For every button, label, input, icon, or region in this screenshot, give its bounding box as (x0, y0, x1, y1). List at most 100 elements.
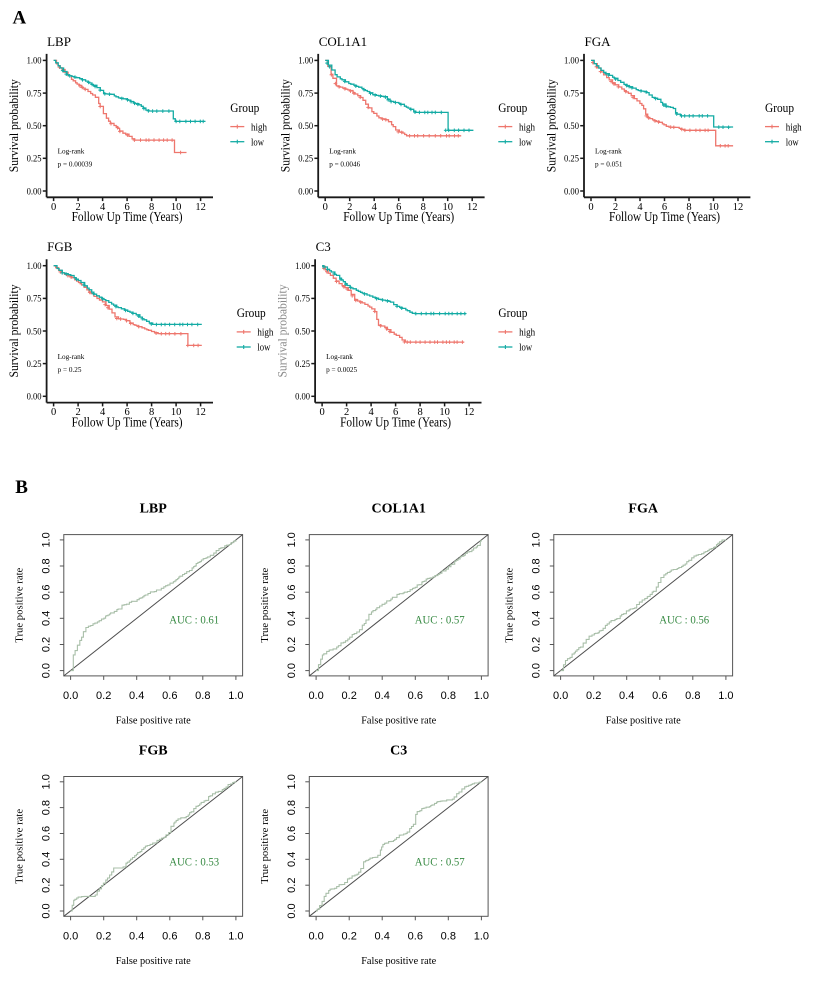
svg-text:0.2: 0.2 (96, 690, 111, 702)
svg-text:0.25: 0.25 (295, 360, 310, 370)
svg-text:1.0: 1.0 (286, 774, 298, 789)
svg-text:8: 8 (417, 407, 422, 418)
svg-text:FGA: FGA (585, 34, 612, 49)
svg-text:1.00: 1.00 (295, 262, 310, 272)
svg-text:0.8: 0.8 (685, 690, 700, 702)
svg-text:12: 12 (195, 407, 206, 418)
svg-text:0.8: 0.8 (195, 930, 210, 942)
svg-text:0.4: 0.4 (129, 930, 144, 942)
svg-text:0.4: 0.4 (286, 611, 298, 626)
svg-text:Survival probability: Survival probability (7, 284, 21, 378)
svg-text:FGB: FGB (139, 744, 168, 759)
svg-text:Survival probability: Survival probability (7, 79, 21, 173)
svg-text:Follow Up Time (Years): Follow Up Time (Years) (609, 209, 720, 224)
svg-text:10: 10 (439, 407, 450, 418)
svg-text:0.6: 0.6 (162, 930, 177, 942)
svg-text:6: 6 (396, 202, 401, 213)
svg-text:False positive rate: False positive rate (606, 715, 681, 727)
svg-text:0.25: 0.25 (27, 155, 42, 165)
svg-text:1.0: 1.0 (41, 774, 53, 789)
svg-text:8: 8 (421, 202, 426, 213)
svg-text:0: 0 (51, 202, 56, 213)
svg-text:0.6: 0.6 (286, 826, 298, 841)
svg-text:AUC : 0.53: AUC : 0.53 (169, 854, 219, 868)
svg-text:False positive rate: False positive rate (116, 955, 191, 967)
svg-text:FGA: FGA (628, 502, 658, 517)
svg-text:0.8: 0.8 (441, 930, 456, 942)
svg-text:B: B (15, 477, 28, 498)
svg-text:0.25: 0.25 (27, 360, 42, 370)
svg-text:Survival probability: Survival probability (545, 79, 559, 173)
svg-text:p = 0.25: p = 0.25 (58, 366, 82, 374)
svg-text:LBP: LBP (47, 34, 71, 49)
svg-text:Log-rank: Log-rank (58, 148, 85, 156)
svg-text:0.0: 0.0 (63, 930, 78, 942)
svg-text:0.2: 0.2 (41, 637, 53, 652)
svg-text:0.0: 0.0 (41, 903, 53, 918)
svg-text:12: 12 (467, 202, 478, 213)
svg-text:0.0: 0.0 (531, 663, 543, 678)
svg-text:1.00: 1.00 (27, 57, 42, 67)
svg-text:Follow Up Time (Years): Follow Up Time (Years) (72, 414, 183, 429)
svg-text:True positive rate: True positive rate (259, 809, 271, 884)
svg-text:0.50: 0.50 (27, 122, 42, 132)
svg-text:0.6: 0.6 (41, 585, 53, 600)
svg-text:0.50: 0.50 (298, 122, 313, 132)
svg-text:8: 8 (686, 202, 691, 213)
svg-text:0.00: 0.00 (27, 187, 42, 197)
svg-text:0.4: 0.4 (531, 611, 543, 626)
svg-text:0.2: 0.2 (586, 690, 601, 702)
svg-text:False positive rate: False positive rate (361, 955, 436, 967)
svg-text:AUC : 0.56: AUC : 0.56 (659, 612, 709, 626)
svg-text:Survival probability: Survival probability (276, 284, 290, 378)
svg-text:1.0: 1.0 (286, 532, 298, 547)
svg-text:0.2: 0.2 (96, 930, 111, 942)
svg-text:0.4: 0.4 (41, 611, 53, 626)
svg-text:0.25: 0.25 (564, 155, 579, 165)
svg-text:0: 0 (588, 202, 593, 213)
svg-text:0.25: 0.25 (298, 155, 313, 165)
svg-text:0.4: 0.4 (129, 690, 144, 702)
svg-text:AUC : 0.57: AUC : 0.57 (415, 854, 465, 868)
svg-text:1.0: 1.0 (41, 532, 53, 547)
svg-text:4: 4 (100, 202, 106, 213)
svg-text:4: 4 (368, 407, 374, 418)
svg-text:2: 2 (75, 202, 80, 213)
svg-text:10: 10 (171, 407, 182, 418)
svg-text:0.0: 0.0 (41, 663, 53, 678)
svg-text:0.00: 0.00 (27, 393, 42, 403)
svg-text:0.75: 0.75 (564, 89, 579, 99)
svg-text:6: 6 (124, 202, 129, 213)
svg-text:0.6: 0.6 (286, 585, 298, 600)
svg-text:6: 6 (393, 407, 398, 418)
svg-text:0.0: 0.0 (553, 690, 568, 702)
svg-text:2: 2 (347, 202, 352, 213)
svg-text:0.0: 0.0 (308, 690, 323, 702)
svg-text:AUC : 0.61: AUC : 0.61 (169, 612, 219, 626)
svg-text:C3: C3 (390, 744, 407, 759)
svg-text:0.4: 0.4 (41, 852, 53, 867)
svg-text:Group: Group (230, 100, 259, 115)
svg-text:2: 2 (613, 202, 618, 213)
svg-text:Group: Group (765, 100, 794, 115)
svg-text:True positive rate: True positive rate (13, 809, 25, 884)
svg-text:0.8: 0.8 (286, 558, 298, 573)
svg-text:COL1A1: COL1A1 (371, 502, 425, 517)
svg-text:0.00: 0.00 (298, 187, 313, 197)
svg-text:0.75: 0.75 (27, 295, 42, 305)
svg-text:0.2: 0.2 (531, 637, 543, 652)
svg-text:Log-rank: Log-rank (329, 148, 356, 156)
svg-text:LBP: LBP (140, 502, 168, 517)
svg-text:0.00: 0.00 (295, 393, 310, 403)
svg-text:0.2: 0.2 (286, 878, 298, 893)
svg-text:0.2: 0.2 (286, 637, 298, 652)
svg-text:0.6: 0.6 (652, 690, 667, 702)
svg-text:True positive rate: True positive rate (259, 568, 271, 643)
svg-text:low: low (519, 136, 532, 148)
svg-text:high: high (786, 121, 802, 133)
svg-text:high: high (519, 327, 535, 339)
svg-text:0.6: 0.6 (531, 585, 543, 600)
svg-text:1.00: 1.00 (564, 57, 579, 67)
svg-text:0.0: 0.0 (286, 663, 298, 678)
svg-text:Group: Group (237, 305, 266, 320)
